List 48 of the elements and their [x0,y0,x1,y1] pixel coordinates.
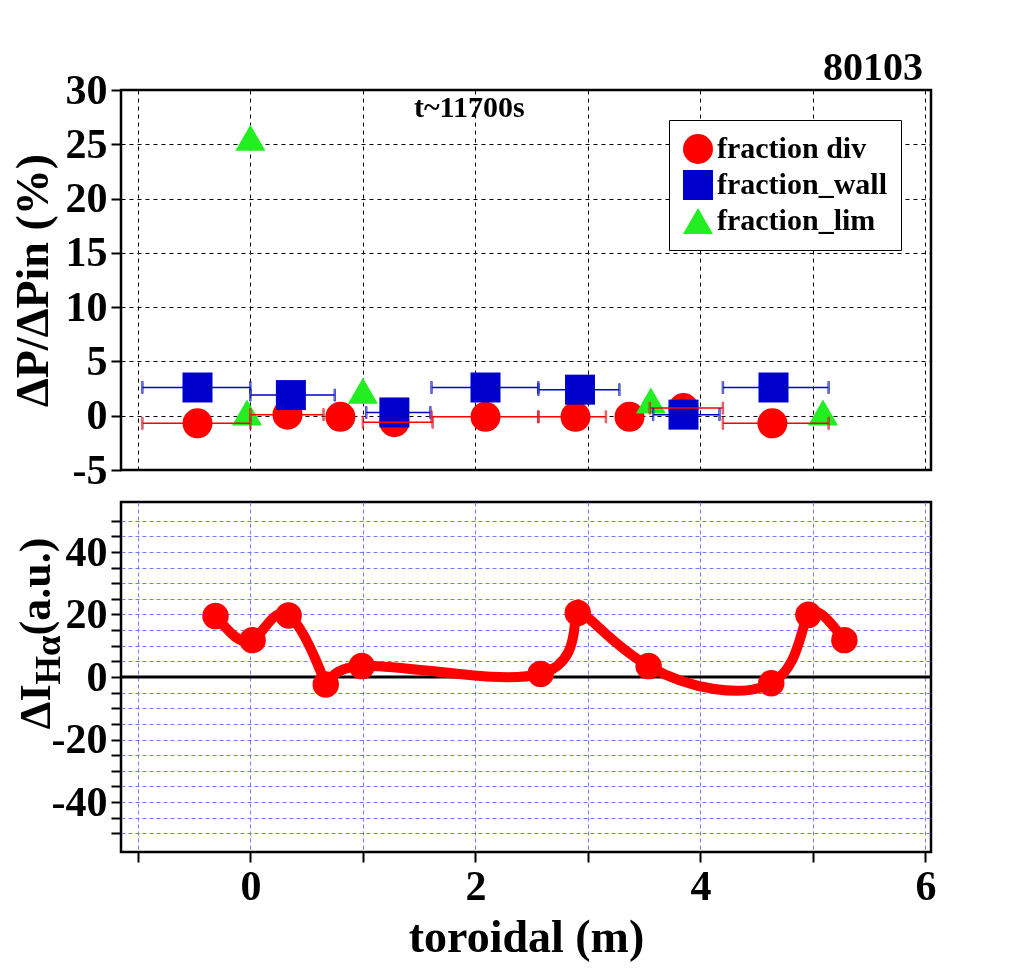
x-tick-label: 4 [690,862,712,909]
y-tick-label: -40 [51,778,108,825]
point [757,408,788,439]
legend-label: fraction_wall [717,167,887,200]
point [312,671,339,698]
y-tick-label: 10 [65,283,108,330]
point [470,401,501,432]
point [758,372,789,403]
point [182,408,213,439]
y-tick-label: 25 [65,120,108,167]
point [758,670,785,697]
y-tick-label: -20 [51,716,108,762]
point [795,601,822,629]
point [527,660,554,688]
point [239,626,266,654]
legend-label: fraction div [717,131,867,164]
point [275,602,302,629]
x-tick-label: 2 [465,862,487,909]
x-axis-title: toroidal (m) [408,910,645,962]
x-tick-label: 0 [240,862,262,909]
annotation: t~11700s [413,90,525,123]
point [347,377,378,404]
y-tick-label: -5 [72,446,108,493]
point [235,124,266,151]
point [348,652,375,680]
y-tick-label: 30 [65,66,108,113]
point [275,380,306,411]
y-tick-label: 0 [86,653,108,700]
y-tick-label: 20 [65,591,108,637]
point [202,602,229,630]
y-axis-title: ΔP/ΔPin (%) [6,153,58,408]
point [831,626,858,654]
x-tick-label: 6 [915,862,937,909]
point [635,652,662,680]
y-tick-label: 15 [65,229,108,276]
point [668,399,699,430]
point [614,401,645,432]
y-tick-label: 0 [86,392,108,439]
point [379,397,410,428]
point [470,372,501,403]
point [182,372,213,403]
legend-label: fraction_lim [717,203,876,236]
point [325,401,356,432]
point [564,599,591,627]
y-tick-label: 20 [65,175,108,222]
point [565,374,595,405]
text: 80103 [823,44,923,89]
y-tick-label: 5 [86,337,108,384]
